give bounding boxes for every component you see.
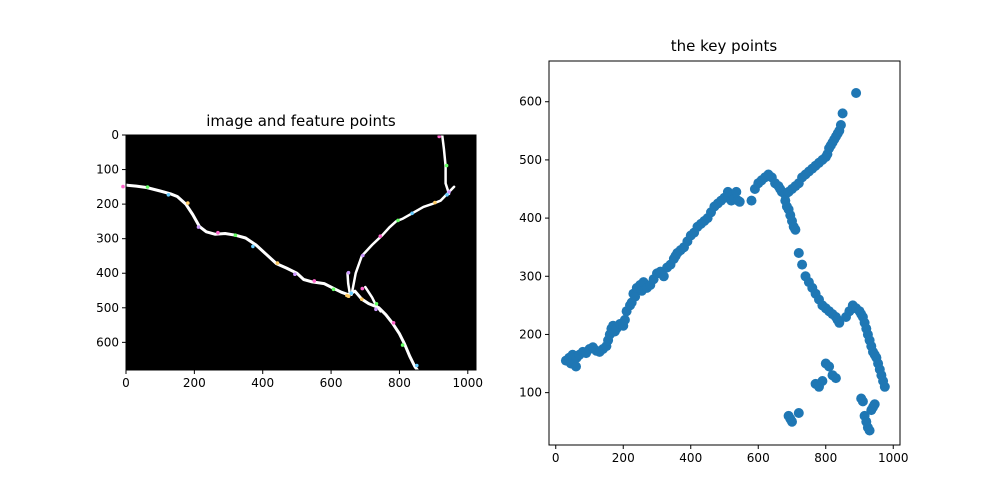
key-point <box>658 271 669 282</box>
feature-points <box>121 134 451 368</box>
feature-point <box>346 270 351 275</box>
key-point <box>731 186 742 197</box>
scatter-axes-frame <box>548 60 901 446</box>
feature-point <box>349 291 354 296</box>
key-point <box>834 317 845 328</box>
key-point <box>869 399 880 410</box>
feature-point <box>145 185 150 189</box>
feature-point <box>391 321 396 325</box>
image-panel: image and feature points 0 200 400 600 800 10… <box>96 112 483 390</box>
feature-point <box>233 233 238 237</box>
key-point <box>790 224 801 235</box>
feature-point <box>196 225 201 229</box>
feature-point <box>275 261 280 265</box>
y-tick-label: 200 <box>96 197 119 211</box>
key-point <box>864 425 875 436</box>
y-tick-label: 300 <box>96 232 119 246</box>
y-tick-label: 200 <box>519 327 542 341</box>
feature-point <box>374 307 378 312</box>
feature-point <box>186 201 190 205</box>
feature-point <box>166 193 171 197</box>
key-point <box>835 120 846 130</box>
y-tick-label: 400 <box>519 211 542 225</box>
vessel-path <box>124 183 422 375</box>
y-tick-label: 300 <box>519 269 542 283</box>
key-point <box>734 196 745 207</box>
key-point <box>851 88 862 98</box>
feature-point <box>415 363 419 368</box>
feature-point <box>361 253 365 258</box>
key-point <box>837 108 848 119</box>
key-points <box>560 88 890 436</box>
y-tick-label: 400 <box>96 266 119 280</box>
key-point <box>746 195 757 206</box>
y-tick-label: 500 <box>96 301 119 315</box>
key-point <box>797 259 808 270</box>
key-point <box>824 361 835 372</box>
key-point <box>879 381 890 392</box>
y-tick-label: 0 <box>111 128 119 142</box>
feature-point <box>410 211 414 216</box>
image-background <box>126 135 476 370</box>
feature-point <box>447 190 451 194</box>
feature-point <box>433 200 437 205</box>
scatter-panel: the key points 0 200 400 600 800 1000 100 200 3… <box>519 37 908 465</box>
x-tick-label: 800 <box>814 451 837 465</box>
y-tick-label: 600 <box>519 95 542 109</box>
image-axes-frame <box>125 134 477 371</box>
feature-point <box>396 218 400 223</box>
vessel-path <box>364 285 382 313</box>
key-point <box>793 248 804 258</box>
x-tick-label: 600 <box>320 376 343 390</box>
x-tick-label: 0 <box>122 376 130 390</box>
feature-point <box>216 230 220 235</box>
feature-point <box>331 287 336 292</box>
feature-point <box>360 286 365 291</box>
y-tick-label: 100 <box>96 163 119 177</box>
feature-point <box>378 234 383 238</box>
vessel-path <box>346 271 352 296</box>
y-tick-label: 100 <box>519 386 542 400</box>
key-point <box>630 291 641 302</box>
scatter-y-ticks: 100 200 300 400 500 600 <box>519 95 549 400</box>
feature-point <box>360 297 364 302</box>
image-y-ticks: 0 100 200 300 400 500 600 <box>96 128 126 349</box>
x-tick-label: 600 <box>747 451 770 465</box>
key-point <box>793 408 804 418</box>
feature-point <box>121 184 125 189</box>
feature-point <box>437 134 442 139</box>
x-tick-label: 800 <box>388 376 411 390</box>
feature-point <box>312 279 317 283</box>
key-point <box>817 376 828 386</box>
scatter-panel-title: the key points <box>671 37 778 55</box>
x-tick-label: 1000 <box>878 451 909 465</box>
x-tick-label: 200 <box>612 451 635 465</box>
x-tick-label: 400 <box>251 376 274 390</box>
feature-point <box>445 193 449 197</box>
key-point <box>857 396 868 407</box>
key-point <box>830 373 841 384</box>
feature-point <box>251 244 255 249</box>
feature-point <box>345 293 349 298</box>
image-x-ticks: 0 200 400 600 800 1000 <box>122 370 483 390</box>
x-tick-label: 1000 <box>453 376 484 390</box>
y-tick-label: 600 <box>96 335 119 349</box>
key-point <box>619 314 630 325</box>
key-point <box>571 361 581 372</box>
x-tick-label: 0 <box>552 451 560 465</box>
key-point <box>787 416 797 427</box>
scatter-x-ticks: 0 200 400 600 800 1000 <box>552 445 909 465</box>
feature-point <box>374 302 379 306</box>
image-panel-title: image and feature points <box>206 112 396 130</box>
feature-point <box>444 163 449 168</box>
x-tick-label: 200 <box>183 376 206 390</box>
x-tick-label: 400 <box>679 451 702 465</box>
feature-point <box>400 343 405 347</box>
y-tick-label: 500 <box>519 153 542 167</box>
feature-point <box>293 272 297 277</box>
